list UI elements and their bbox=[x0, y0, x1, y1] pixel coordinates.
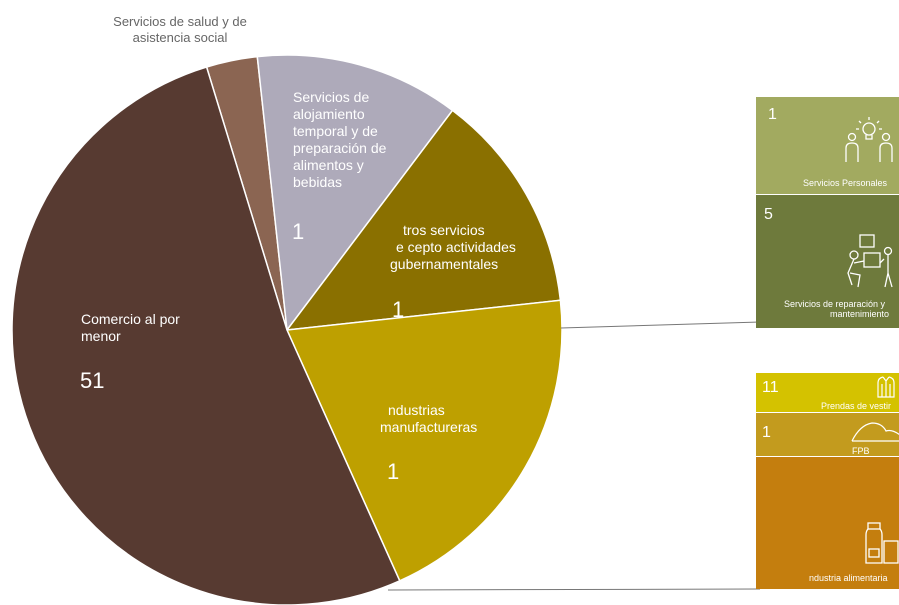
slice-label-retail-line2: menor bbox=[81, 328, 121, 344]
box-clothing-value: 11 bbox=[762, 379, 779, 396]
slice-value-other-services: 1 bbox=[392, 297, 405, 322]
box-fpb-value: 1 bbox=[762, 424, 771, 441]
slice-label-lodging-line5: alimentos y bbox=[293, 157, 364, 173]
repair-worker-icon bbox=[847, 234, 893, 288]
slice-other-services bbox=[285, 109, 562, 331]
slice-label-lodging-line1: Servicios de bbox=[293, 89, 370, 105]
connector-line-top bbox=[560, 321, 761, 329]
slice-label-health-line2: asistencia social bbox=[132, 30, 228, 45]
people-lightbulb-icon bbox=[845, 117, 893, 162]
slice-label-manuf-line1: ndustrias bbox=[388, 402, 445, 418]
food-jar-icon bbox=[865, 522, 899, 564]
slice-label-other-line2: e cepto actividades bbox=[396, 239, 516, 255]
slice-label-lodging: Servicios de alojamiento temporal y de p… bbox=[293, 89, 386, 191]
breakdown-box-clothing bbox=[756, 373, 899, 412]
box-personal-label: Servicios Personales bbox=[803, 178, 888, 188]
slice-label-lodging-line2: alojamiento bbox=[293, 106, 365, 122]
slice-value-manufacturing: 1 bbox=[387, 459, 400, 484]
box-fpb-label: FPB bbox=[852, 446, 870, 456]
breakdown-box-fpb bbox=[756, 413, 899, 456]
breakdown-box-repair bbox=[756, 195, 899, 328]
slice-lodging bbox=[256, 54, 454, 332]
slice-label-other-line3: gubernamentales bbox=[390, 256, 499, 272]
connector-line-bottom bbox=[387, 588, 761, 591]
slice-label-health-line1: Servicios de salud y de bbox=[113, 14, 247, 29]
slice-label-other-line1: tros servicios bbox=[403, 222, 485, 238]
box-personal: 1 Servicios Personales bbox=[756, 97, 899, 194]
box-repair-label-1: Servicios de reparación y bbox=[784, 299, 886, 309]
box-personal-value: 1 bbox=[768, 106, 777, 123]
slice-label-retail: Comercio al por menor bbox=[81, 311, 180, 345]
slice-label-lodging-line6: bebidas bbox=[293, 174, 343, 190]
slice-manufacturing bbox=[285, 299, 563, 582]
slice-label-health: Servicios de salud y de asistencia socia… bbox=[60, 14, 300, 46]
slice-value-retail: 51 bbox=[80, 368, 105, 393]
hills-icon bbox=[851, 422, 899, 442]
slice-label-manufacturing: ndustrias manufactureras bbox=[380, 402, 477, 436]
box-repair: 5 Servicios de reparación y mantenimient… bbox=[756, 195, 899, 328]
box-clothing: 11 Prendas de vestir bbox=[756, 373, 899, 412]
box-repair-value: 5 bbox=[764, 206, 773, 223]
slice-label-retail-line1: Comercio al por bbox=[81, 311, 180, 327]
box-fpb: 1 FPB bbox=[756, 413, 899, 456]
jacket-icon bbox=[877, 376, 895, 398]
slice-retail bbox=[11, 66, 401, 605]
slice-label-lodging-line3: temporal y de bbox=[293, 123, 378, 139]
slice-value-lodging: 1 bbox=[292, 219, 305, 244]
slice-label-other-services: tros servicios e cepto actividades guber… bbox=[390, 222, 516, 273]
breakdown-box-personal bbox=[756, 97, 899, 194]
box-food: ndustria alimentaria bbox=[756, 457, 899, 589]
box-repair-label-2: mantenimiento bbox=[830, 309, 890, 319]
box-clothing-label: Prendas de vestir bbox=[821, 401, 892, 411]
slice-label-manuf-line2: manufactureras bbox=[380, 419, 478, 435]
box-food-label: ndustria alimentaria bbox=[809, 573, 888, 583]
slice-label-lodging-line4: preparación de bbox=[293, 140, 387, 156]
